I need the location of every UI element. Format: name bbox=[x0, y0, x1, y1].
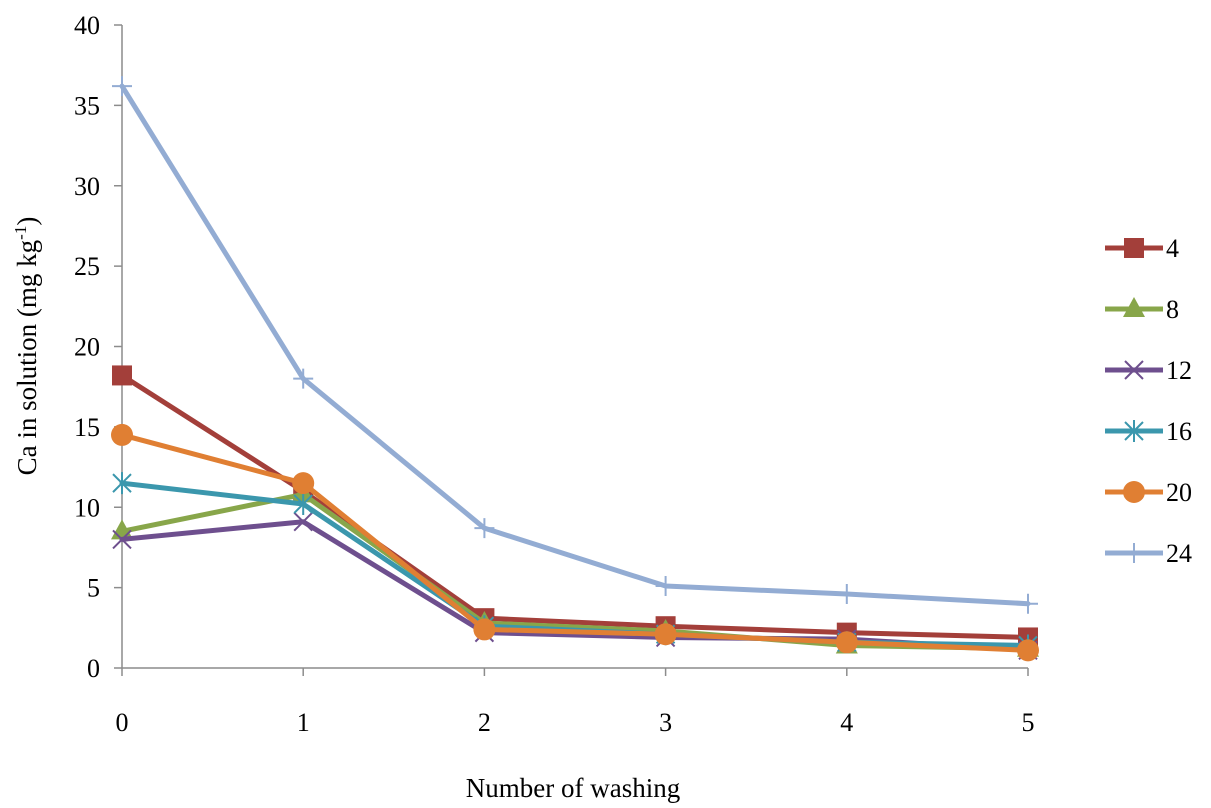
y-tick-label: 15 bbox=[74, 413, 100, 442]
x-tick-label: 4 bbox=[840, 708, 853, 737]
data-point-20-4 bbox=[835, 631, 858, 654]
data-point-16-1 bbox=[293, 493, 313, 516]
series-line-20 bbox=[119, 432, 1031, 653]
series-20 bbox=[111, 423, 1039, 662]
data-point-24-5 bbox=[1018, 593, 1038, 614]
legend-label: 8 bbox=[1166, 295, 1179, 324]
legend-entry-16: 16 bbox=[1105, 417, 1192, 446]
y-tick-label: 35 bbox=[74, 91, 100, 120]
y-axis-title: Ca in solution (mg kg-1) bbox=[11, 217, 42, 476]
legend-label: 24 bbox=[1166, 539, 1192, 568]
axes: 0 5 10 15 20 25 30 35 40 0 1 2 3 4 5 bbox=[74, 11, 1035, 737]
legend-label: 20 bbox=[1166, 478, 1192, 507]
y-tick-label: 40 bbox=[74, 11, 100, 40]
data-point-24-4 bbox=[836, 584, 857, 605]
data-point-20-0 bbox=[111, 423, 133, 446]
x-tick-label: 0 bbox=[116, 708, 129, 737]
data-point-20-5 bbox=[1017, 639, 1039, 662]
legend-marker-8 bbox=[1123, 297, 1145, 317]
y-axis-title-superscript: -1 bbox=[11, 226, 30, 240]
legend-entry-12: 12 bbox=[1105, 356, 1192, 385]
y-tick-label: 5 bbox=[87, 574, 100, 603]
data-point-4-0 bbox=[112, 365, 132, 386]
series-lines bbox=[111, 76, 1039, 662]
data-point-12-0 bbox=[112, 529, 132, 550]
series-16 bbox=[112, 472, 1038, 657]
legend: 4 8 12 16 20 24 bbox=[1105, 234, 1192, 568]
x-tick-label: 5 bbox=[1022, 708, 1035, 737]
y-axis-title-main: Ca in solution (mg kg bbox=[12, 240, 42, 476]
legend-marker-12 bbox=[1124, 360, 1144, 380]
series-line-4 bbox=[119, 372, 1031, 640]
legend-entry-8: 8 bbox=[1105, 295, 1179, 324]
x-axis-title: Number of washing bbox=[466, 773, 680, 803]
data-point-24-3 bbox=[655, 576, 676, 597]
legend-entry-4: 4 bbox=[1105, 234, 1179, 263]
y-tick-label: 30 bbox=[74, 172, 100, 201]
y-axis-title-close: ) bbox=[12, 217, 42, 226]
y-tick-label: 20 bbox=[74, 333, 100, 362]
x-tick-label: 1 bbox=[297, 708, 310, 737]
series-24 bbox=[112, 76, 1038, 614]
data-point-12-1 bbox=[293, 512, 313, 532]
y-tick-label: 10 bbox=[74, 493, 100, 522]
legend-marker-24 bbox=[1124, 543, 1144, 563]
series-line-24 bbox=[119, 83, 1031, 607]
legend-marker-20 bbox=[1123, 481, 1145, 503]
data-point-20-3 bbox=[654, 623, 677, 646]
series-line-8 bbox=[119, 491, 1031, 652]
y-tick-label: 25 bbox=[74, 252, 100, 281]
data-point-24-0 bbox=[112, 76, 132, 97]
data-point-20-2 bbox=[473, 618, 496, 641]
legend-label: 12 bbox=[1166, 356, 1192, 385]
legend-marker-4 bbox=[1124, 238, 1144, 258]
data-point-20-1 bbox=[292, 472, 315, 495]
x-tick-label: 2 bbox=[478, 708, 491, 737]
legend-entry-20: 20 bbox=[1105, 478, 1192, 507]
data-point-24-2 bbox=[474, 518, 495, 539]
data-point-16-0 bbox=[112, 472, 132, 495]
legend-marker-16 bbox=[1124, 420, 1144, 442]
legend-label: 4 bbox=[1166, 234, 1179, 263]
x-tick-label: 3 bbox=[659, 708, 672, 737]
legend-label: 16 bbox=[1166, 417, 1192, 446]
series-12 bbox=[112, 512, 1038, 661]
y-tick-label: 0 bbox=[87, 654, 100, 683]
data-point-24-1 bbox=[293, 368, 314, 389]
legend-entry-24: 24 bbox=[1105, 539, 1192, 568]
